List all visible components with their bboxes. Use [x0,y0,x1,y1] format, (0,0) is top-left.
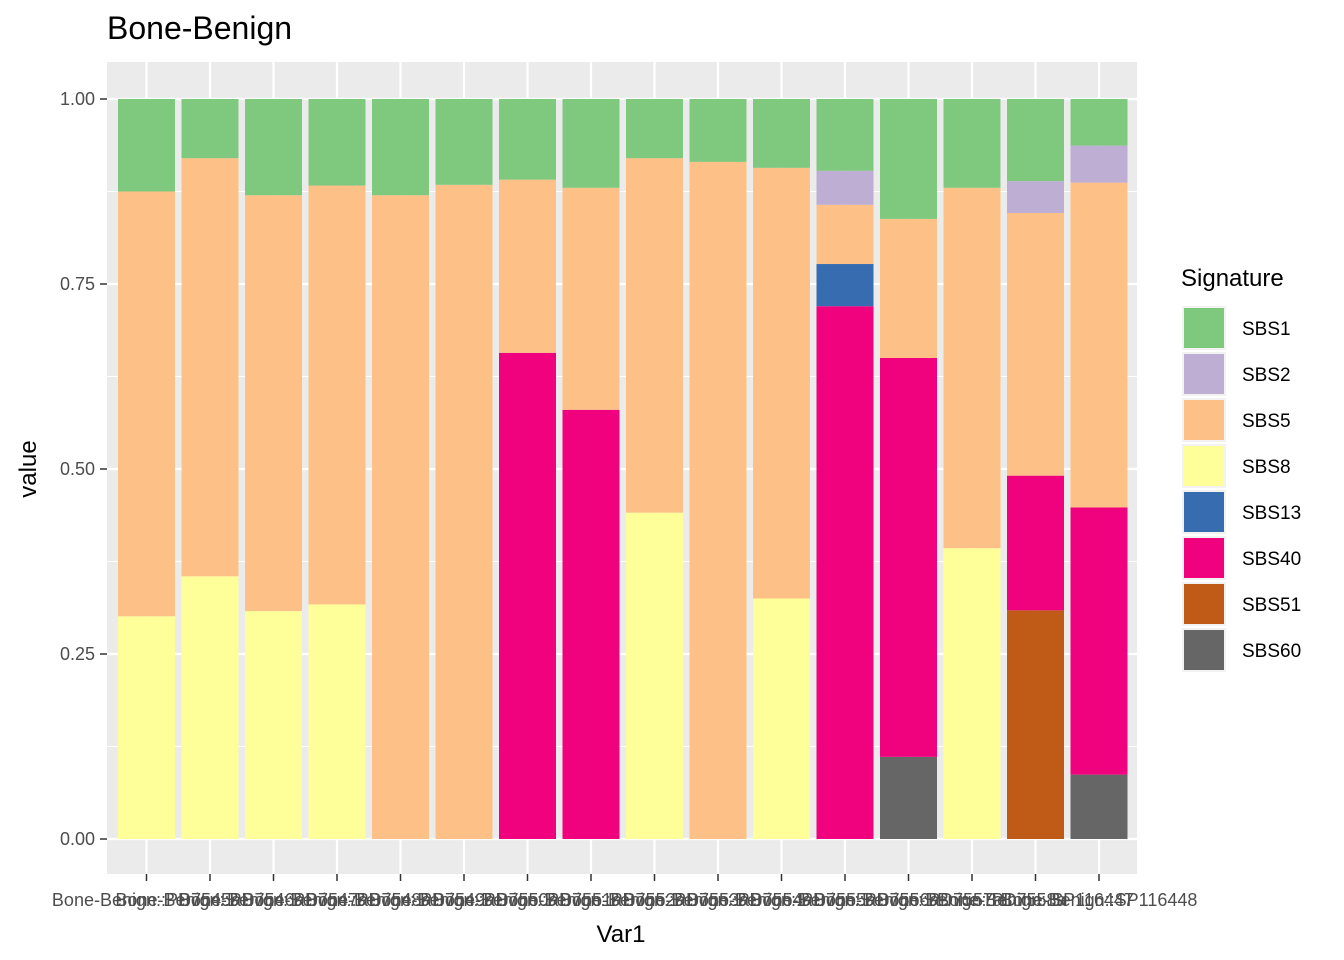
y-axis-title: value [15,440,42,497]
legend-label-sbs5: SBS5 [1242,411,1291,432]
bar-segment-sbs1 [753,99,810,168]
bar-segment-sbs60 [880,756,937,839]
bar-segment-sbs5 [499,179,556,353]
x-tick-label: Bone-Benign::PD7550a [369,890,559,910]
y-tick-label: 0.25 [60,644,95,664]
legend-swatch-sbs51 [1184,584,1224,624]
bar-segment-sbs5 [816,204,874,265]
bar-segment-sbs5 [562,187,620,410]
x-tick-label: Bone-Benign::PD7549a [306,890,496,910]
bar-segment-sbs1 [1070,99,1128,146]
bar-segment-sbs8 [753,598,810,839]
x-tick-label: Bone-Benign::SP116448 [1001,890,1198,910]
bar-segment-sbs1 [880,99,937,219]
bar-segment-sbs8 [245,611,302,839]
legend-swatch-sbs1 [1184,308,1224,348]
bar-segment-sbs1 [245,99,302,196]
bar-segment-sbs8 [181,576,239,839]
x-tick-label: Bone-Benign::PD7554a [623,890,813,910]
bar-segment-sbs5 [372,195,429,839]
bar-segment-sbs40 [1070,507,1128,775]
x-tick-label: Bone-Benign::PD7552a [496,890,686,910]
legend-label-sbs1: SBS1 [1242,319,1291,340]
bars [118,99,1128,840]
legend-swatch-sbs60 [1184,630,1224,670]
legend-title: Signature [1181,265,1284,292]
bar-segment-sbs5 [1070,182,1128,508]
bar-segment-sbs1 [816,99,874,171]
legend-swatch-sbs13 [1184,492,1224,532]
x-tick-label: Bone-Benign::PD7546a [115,890,305,910]
bar-segment-sbs1 [181,99,239,159]
bar-segment-sbs1 [562,99,620,188]
bar-segment-sbs51 [1007,610,1064,839]
bar-segment-sbs5 [181,158,239,577]
bar-segment-sbs13 [816,264,874,307]
x-axis-title: Var1 [597,921,646,948]
legend-swatch-sbs40 [1184,538,1224,578]
bar-segment-sbs1 [118,99,175,192]
bar-segment-sbs1 [308,99,366,186]
legend-label-sbs60: SBS60 [1242,641,1301,662]
bar-segment-sbs60 [1070,774,1128,839]
x-tick-label: Bone-Benign::PD7556a [750,890,940,910]
bar-segment-sbs5 [626,158,683,513]
y-tick-label: 0.50 [60,459,95,479]
bar-segment-sbs1 [626,99,683,159]
bar-segment-sbs5 [118,191,175,617]
bar-segment-sbs8 [626,512,683,839]
x-tick-label: Bone-Benign::PD7555a [687,890,877,910]
bar-segment-sbs40 [880,358,937,757]
bar-segment-sbs5 [1007,212,1064,476]
legend-label-sbs40: SBS40 [1242,549,1301,570]
bar-segment-sbs2 [816,170,874,205]
x-tick-label: Bone-Benign::PD7558a [877,890,1067,910]
bar-segment-sbs2 [1007,181,1064,213]
legend-label-sbs13: SBS13 [1242,503,1301,524]
x-tick-label: Bone-Benign::PD7557a [814,890,1004,910]
bar-segment-sbs1 [1007,99,1064,182]
bar-segment-sbs40 [499,352,556,839]
legend-swatch-sbs8 [1184,446,1224,486]
bar-segment-sbs1 [372,99,429,196]
x-axis: Bone-Benign::PD7545aBone-Benign::PD7546a… [52,874,1197,910]
bar-segment-sbs8 [943,548,1001,839]
y-tick-label: 1.00 [60,89,95,109]
x-tick-label: Bone-Benign::PD7547a [179,890,369,910]
bar-segment-sbs5 [943,187,1001,549]
y-tick-label: 0.75 [60,274,95,294]
bar-segment-sbs5 [753,167,810,599]
bar-segment-sbs40 [562,409,620,839]
x-tick-label: Bone-Benign::PD7551a [433,890,623,910]
bar-segment-sbs2 [1070,145,1128,183]
bar-segment-sbs5 [880,218,937,358]
bar-segment-sbs8 [118,616,175,839]
x-tick-label: Bone-Benign::PD7553a [560,890,750,910]
x-tick-label: Bone-Benign::SP116447 [937,890,1134,910]
bar-segment-sbs5 [435,184,493,840]
bar-segment-sbs5 [308,185,366,605]
bar-segment-sbs1 [943,99,1001,188]
legend-swatch-sbs5 [1184,400,1224,440]
legend-swatch-sbs2 [1184,354,1224,394]
bar-segment-sbs40 [816,306,874,839]
bar-segment-sbs40 [1007,475,1064,611]
y-axis: 0.00 0.25 0.50 0.75 1.00 [60,89,107,849]
chart-title: Bone-Benign [107,10,292,46]
bar-segment-sbs1 [499,99,556,180]
legend-label-sbs51: SBS51 [1242,595,1301,616]
legend: Signature SBS1 SBS2 SBS5 SBS8 SBS13 SBS40 SBS5… [1181,265,1301,672]
bar-segment-sbs5 [689,161,747,839]
bar-segment-sbs1 [689,99,747,162]
legend-label-sbs2: SBS2 [1242,365,1291,386]
legend-label-sbs8: SBS8 [1242,457,1291,478]
y-tick-label: 0.00 [60,829,95,849]
x-tick-label: Bone-Benign::PD7545a [52,890,242,910]
x-tick-label: Bone-Benign::PD7548a [242,890,432,910]
bar-segment-sbs5 [245,195,302,612]
bar-segment-sbs8 [308,604,366,839]
bar-segment-sbs1 [435,99,493,185]
